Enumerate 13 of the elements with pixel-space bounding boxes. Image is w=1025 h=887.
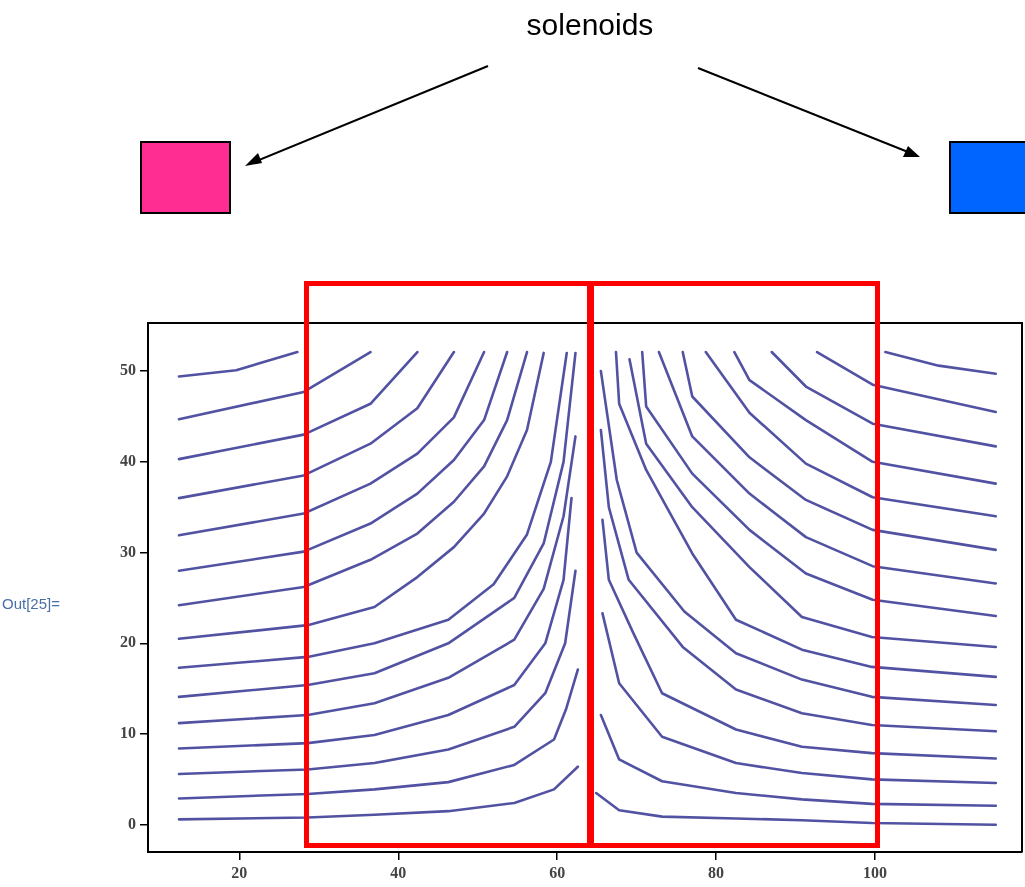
y-tick-label: 0 <box>128 814 136 832</box>
y-tick-label: 30 <box>120 542 136 560</box>
y-tick-label: 20 <box>120 633 136 651</box>
x-tick-label: 60 <box>549 863 566 881</box>
x-tick-label: 80 <box>708 863 725 881</box>
y-tick-label: 40 <box>120 451 136 469</box>
text: solenoids <box>525 8 655 42</box>
x-tick-label: 20 <box>231 863 248 881</box>
x-tick-label: 100 <box>863 863 888 881</box>
y-tick-label: 50 <box>120 361 136 379</box>
text: Out[25]= <box>2 595 60 612</box>
x-tick-label: 40 <box>390 863 407 881</box>
y-tick-label: 10 <box>120 724 136 742</box>
